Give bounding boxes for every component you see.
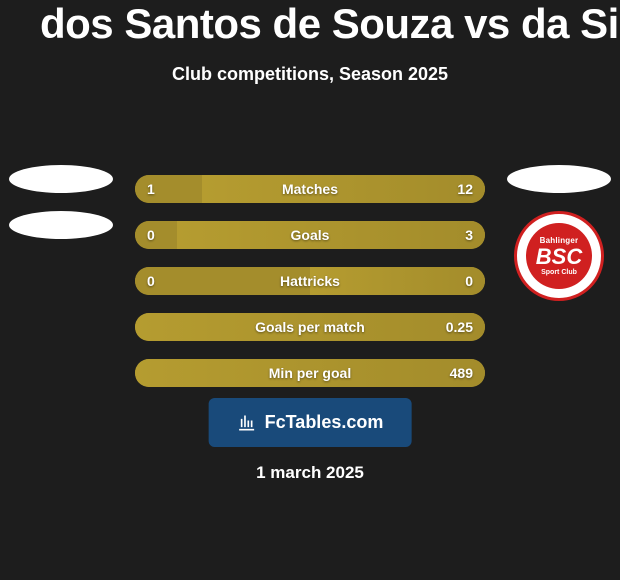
stat-label: Matches: [135, 175, 485, 203]
club-badge-line3: Sport Club: [541, 269, 577, 276]
player-left-column: [6, 165, 116, 239]
stat-row: 00Hattricks: [135, 267, 485, 295]
page-subtitle: Club competitions, Season 2025: [40, 64, 580, 85]
club-badge-line2: BSC: [536, 246, 582, 268]
chart-icon: [237, 413, 257, 433]
stat-label: Hattricks: [135, 267, 485, 295]
brand-text: FcTables.com: [265, 412, 384, 433]
player-placeholder: [507, 165, 611, 193]
page-title: dos Santos de Souza vs da Silva Mol GonÃ…: [40, 0, 580, 48]
club-badge-inner: BahlingerBSCSport Club: [526, 223, 592, 289]
brand-badge: FcTables.com: [209, 398, 412, 447]
player-placeholder: [9, 165, 113, 193]
stat-label: Goals per match: [135, 313, 485, 341]
stat-row: 112Matches: [135, 175, 485, 203]
stat-row: 0.25Goals per match: [135, 313, 485, 341]
date-text: 1 march 2025: [0, 463, 620, 483]
player-placeholder: [9, 211, 113, 239]
stats-area: 112Matches 03Goals 00Hattricks 0.25Goals pe…: [135, 175, 485, 405]
stat-label: Min per goal: [135, 359, 485, 387]
stat-label: Goals: [135, 221, 485, 249]
header: dos Santos de Souza vs da Silva Mol GonÃ…: [0, 0, 620, 85]
stat-row: 489Min per goal: [135, 359, 485, 387]
club-badge: BahlingerBSCSport Club: [514, 211, 604, 301]
player-right-column: BahlingerBSCSport Club: [504, 165, 614, 301]
stat-row: 03Goals: [135, 221, 485, 249]
